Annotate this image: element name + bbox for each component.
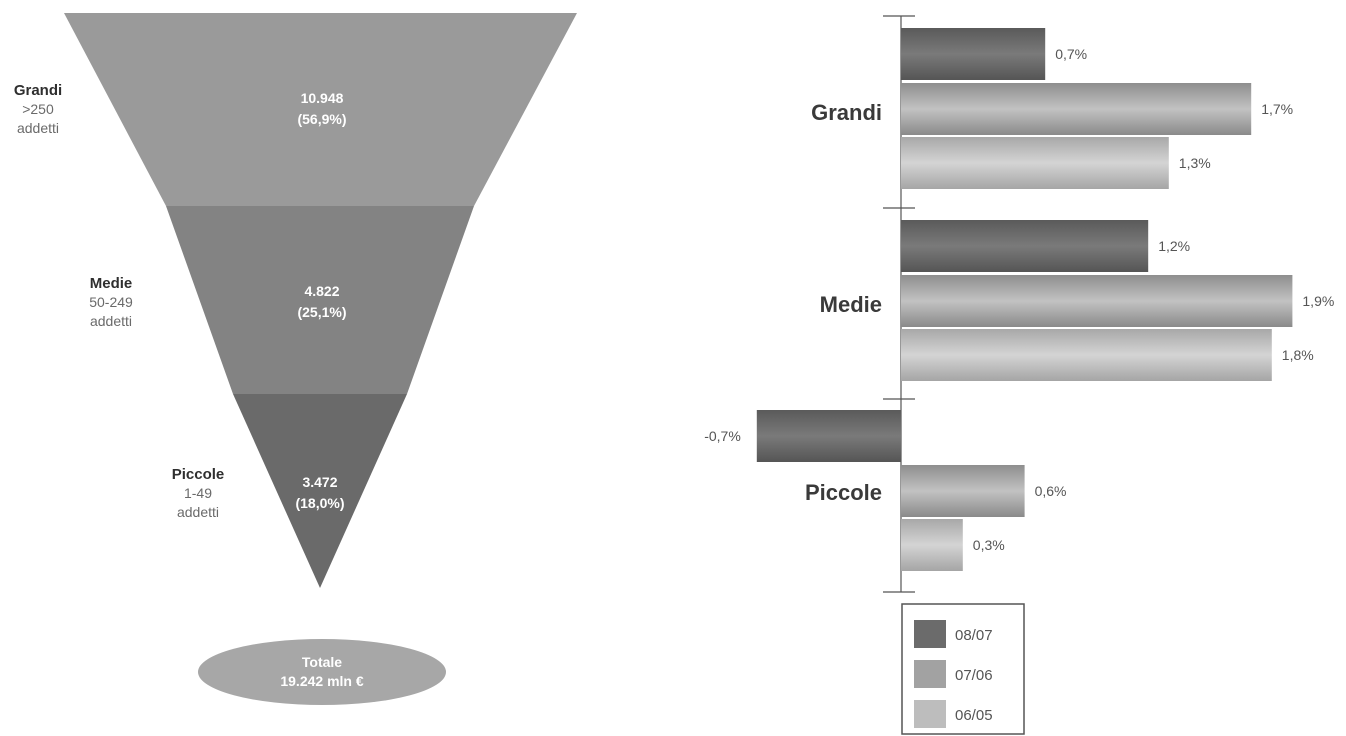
legend-label-06-05: 06/05 <box>955 707 993 724</box>
bar-label-grandi-07-06: 1,7% <box>1261 101 1293 117</box>
bar-piccole-06-05 <box>901 519 963 571</box>
funnel-segment-piccole <box>233 394 407 588</box>
funnel-segment-medie <box>166 206 474 394</box>
funnel-segment-grandi <box>64 13 577 206</box>
funnel-label-medie: Medie <box>90 275 133 292</box>
bar-label-piccole-06-05: 0,3% <box>973 537 1005 553</box>
category-label-medie: Medie <box>820 292 882 317</box>
bar-grandi-06-05 <box>901 137 1169 189</box>
legend-label-07-06: 07/06 <box>955 667 993 684</box>
funnel-sub2-grandi: addetti <box>17 120 59 136</box>
bar-chart: Grandi Medie Piccole 0,7% 1,7% 1,3% 1,2% 1,9… <box>704 15 1334 593</box>
bar-label-piccole-07-06: 0,6% <box>1035 483 1067 499</box>
bar-piccole-07-06 <box>901 465 1025 517</box>
bar-grandi-08-07 <box>901 28 1046 80</box>
funnel-share-piccole: (18,0%) <box>295 495 344 511</box>
total-ellipse <box>198 639 446 705</box>
total-value: 19.242 mln € <box>280 673 363 689</box>
funnel-sub1-grandi: >250 <box>22 101 54 117</box>
funnel-chart: 10.948 (56,9%) 4.822 (25,1%) 3.472 (18,0… <box>14 13 577 705</box>
bar-label-medie-07-06: 1,9% <box>1302 293 1334 309</box>
legend: 08/07 07/06 06/05 <box>901 603 1025 735</box>
funnel-label-grandi: Grandi <box>14 82 62 99</box>
legend-swatch-06-05 <box>914 700 946 728</box>
funnel-share-grandi: (56,9%) <box>297 111 346 127</box>
funnel-sub2-medie: addetti <box>90 313 132 329</box>
bar-label-grandi-08-07: 0,7% <box>1055 46 1087 62</box>
funnel-value-grandi: 10.948 <box>301 90 344 106</box>
category-label-grandi: Grandi <box>811 100 882 125</box>
bar-medie-08-07 <box>901 220 1149 272</box>
bar-label-piccole-08-07: -0,7% <box>704 428 741 444</box>
bar-piccole-08-07 <box>756 410 901 462</box>
bar-medie-06-05 <box>901 329 1272 381</box>
bars-layer: 0,7% 1,7% 1,3% 1,2% 1,9% 1,8% -0,7% 0,6% 0,3% <box>704 28 1334 571</box>
funnel-sub1-piccole: 1-49 <box>184 485 212 501</box>
total-label: Totale <box>302 654 342 670</box>
category-label-piccole: Piccole <box>805 480 882 505</box>
funnel-share-medie: (25,1%) <box>297 304 346 320</box>
bar-grandi-07-06 <box>901 83 1252 135</box>
bar-label-grandi-06-05: 1,3% <box>1179 155 1211 171</box>
bar-label-medie-06-05: 1,8% <box>1282 347 1314 363</box>
funnel-value-medie: 4.822 <box>304 283 339 299</box>
funnel-sub1-medie: 50-249 <box>89 294 133 310</box>
legend-swatch-07-06 <box>914 660 946 688</box>
legend-label-08-07: 08/07 <box>955 627 993 644</box>
bar-label-medie-08-07: 1,2% <box>1158 238 1190 254</box>
funnel-sub2-piccole: addetti <box>177 504 219 520</box>
legend-swatch-08-07 <box>914 620 946 648</box>
funnel-value-piccole: 3.472 <box>302 474 337 490</box>
funnel-label-piccole: Piccole <box>172 466 225 483</box>
bar-medie-07-06 <box>901 275 1293 327</box>
